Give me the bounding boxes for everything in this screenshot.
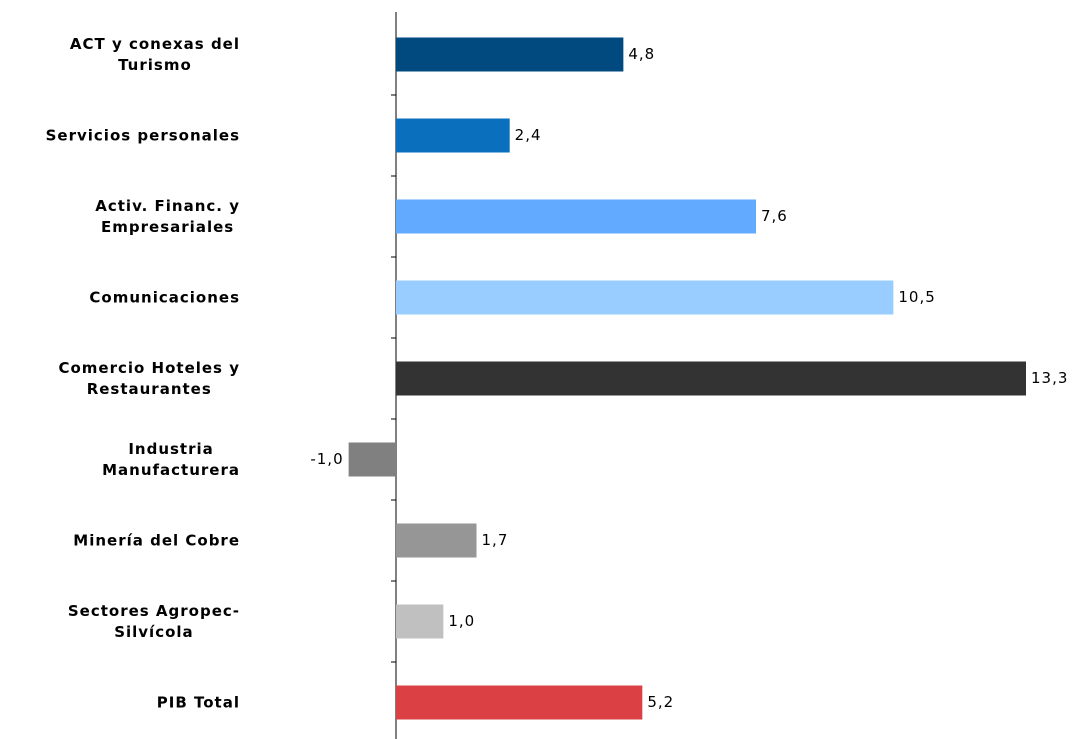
value-label: 13,3 [1031, 369, 1068, 387]
value-label: 1,7 [482, 531, 509, 549]
category-label: PIB Total [156, 693, 240, 711]
bar [396, 280, 894, 315]
value-label: 2,4 [515, 126, 542, 144]
bar [396, 118, 510, 153]
category-label-box: Servicios personales [0, 125, 240, 146]
category-label-box: Activ. Financ. y Empresariales [0, 196, 240, 238]
value-label: 7,6 [761, 207, 788, 225]
category-label-box: Comunicaciones [0, 287, 240, 308]
category-label: Servicios personales [45, 126, 240, 144]
value-label: 1,0 [448, 612, 475, 630]
category-label: Industria Manufacturera [102, 439, 240, 479]
value-label: 4,8 [628, 45, 655, 63]
category-label: Comercio Hoteles y Restaurantes [58, 358, 240, 398]
bar [396, 199, 756, 234]
bar [348, 442, 396, 477]
category-label-box: Minería del Cobre [0, 530, 240, 551]
bar [396, 685, 643, 720]
bar [396, 523, 477, 558]
category-label: Sectores Agropec- Silvícola [67, 601, 240, 641]
category-label-box: PIB Total [0, 692, 240, 713]
category-label-box: Comercio Hoteles y Restaurantes [0, 358, 240, 400]
value-label: -1,0 [310, 450, 343, 468]
bar [396, 361, 1026, 396]
bar [396, 37, 624, 72]
category-label-box: ACT y conexas del Turismo [0, 34, 240, 76]
category-label-box: Industria Manufacturera [0, 439, 240, 481]
category-label: Activ. Financ. y Empresariales [95, 196, 240, 236]
category-label-box: Sectores Agropec- Silvícola [0, 601, 240, 643]
value-label: 10,5 [898, 288, 935, 306]
category-label: Comunicaciones [89, 288, 240, 306]
bar [396, 604, 444, 639]
value-label: 5,2 [647, 693, 674, 711]
category-label: ACT y conexas del Turismo [69, 34, 240, 74]
category-label: Minería del Cobre [73, 531, 240, 549]
